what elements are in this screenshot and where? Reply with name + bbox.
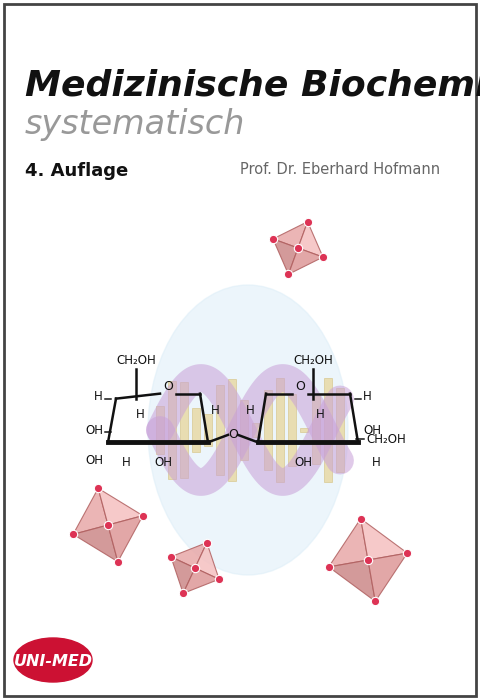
Text: Medizinische Biochemie: Medizinische Biochemie: [25, 68, 480, 102]
FancyBboxPatch shape: [264, 390, 272, 470]
Polygon shape: [273, 222, 308, 248]
Polygon shape: [171, 542, 207, 568]
FancyBboxPatch shape: [288, 393, 296, 466]
Text: H: H: [211, 403, 220, 416]
Text: OH: OH: [363, 424, 381, 437]
Text: 4. Auflage: 4. Auflage: [25, 162, 128, 180]
FancyBboxPatch shape: [156, 407, 164, 454]
FancyBboxPatch shape: [204, 414, 212, 446]
Polygon shape: [171, 556, 195, 594]
Polygon shape: [298, 222, 323, 257]
FancyBboxPatch shape: [180, 382, 188, 478]
Polygon shape: [329, 560, 375, 601]
FancyBboxPatch shape: [168, 382, 176, 479]
FancyBboxPatch shape: [252, 423, 260, 437]
FancyBboxPatch shape: [228, 379, 236, 481]
Text: H: H: [136, 407, 144, 421]
Ellipse shape: [14, 638, 92, 682]
Text: O: O: [295, 379, 305, 393]
Polygon shape: [329, 519, 368, 567]
Polygon shape: [288, 248, 323, 274]
Polygon shape: [98, 489, 143, 525]
FancyBboxPatch shape: [324, 378, 332, 482]
FancyBboxPatch shape: [240, 400, 248, 460]
Text: H: H: [372, 456, 380, 470]
Text: O: O: [163, 379, 173, 393]
FancyBboxPatch shape: [312, 396, 320, 464]
FancyBboxPatch shape: [276, 378, 284, 482]
Text: UNI-MED: UNI-MED: [13, 654, 93, 668]
Text: OH: OH: [85, 454, 103, 468]
Text: O: O: [228, 428, 238, 442]
Text: OH: OH: [85, 424, 103, 437]
Text: OH: OH: [154, 456, 172, 470]
Text: Prof. Dr. Eberhard Hofmann: Prof. Dr. Eberhard Hofmann: [240, 162, 440, 177]
Polygon shape: [360, 519, 408, 560]
Ellipse shape: [148, 285, 348, 575]
Text: H: H: [363, 390, 372, 403]
Text: CH₂OH: CH₂OH: [116, 354, 156, 367]
FancyBboxPatch shape: [300, 428, 308, 432]
Polygon shape: [73, 489, 108, 534]
Text: CH₂OH: CH₂OH: [293, 354, 333, 367]
FancyBboxPatch shape: [4, 4, 476, 696]
FancyBboxPatch shape: [216, 385, 224, 475]
FancyBboxPatch shape: [336, 388, 344, 472]
Text: H: H: [94, 390, 103, 403]
Polygon shape: [195, 542, 219, 579]
Text: H: H: [246, 403, 255, 416]
Text: systematisch: systematisch: [25, 108, 245, 141]
Text: H: H: [316, 407, 324, 421]
Polygon shape: [368, 553, 408, 601]
Text: OH: OH: [294, 456, 312, 470]
Polygon shape: [73, 525, 118, 561]
Text: H: H: [121, 456, 131, 470]
Polygon shape: [183, 568, 219, 594]
Polygon shape: [273, 239, 298, 274]
FancyBboxPatch shape: [192, 408, 200, 452]
Text: CH₂OH: CH₂OH: [366, 433, 406, 446]
Polygon shape: [108, 516, 143, 561]
